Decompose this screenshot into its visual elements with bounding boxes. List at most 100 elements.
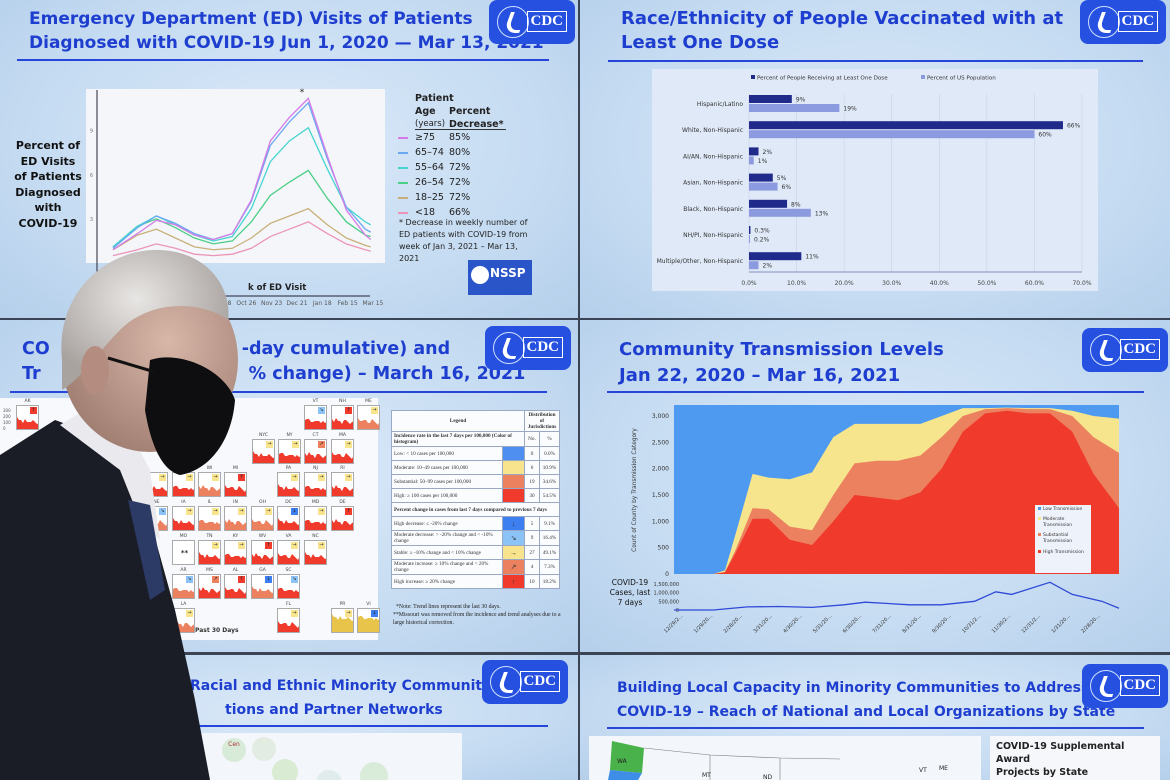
trend-arrow-icon: → [292, 441, 299, 448]
trend-area [253, 451, 274, 463]
chart-background [652, 69, 1098, 291]
state-tile: → [172, 472, 195, 497]
legend-swatch [398, 167, 408, 169]
slide-title: Racial and Ethnic Minority Communities ti… [190, 674, 505, 722]
no-data-mark: ** [180, 549, 189, 557]
state-or [608, 770, 642, 780]
cdc-logo: CDC [1082, 328, 1168, 372]
state-label: MT [702, 772, 711, 779]
hhs-eagle-icon [490, 666, 522, 698]
state-tile: ↓ [357, 608, 380, 633]
state-tile: → [278, 439, 301, 464]
y-tick-label: 2,000 [652, 466, 669, 473]
cases-y-tick-label: 0 [676, 608, 679, 614]
trend-histogram [278, 484, 299, 496]
state-tile: → [331, 472, 354, 497]
y-tick-label: 0 [665, 571, 669, 578]
trend-area [278, 518, 299, 530]
slide-title: Building Local Capacity in Minority Comm… [617, 676, 1115, 724]
state-tile: ↗ [198, 574, 221, 599]
bar-value-label: 2% [763, 263, 773, 270]
x-axis-label: k of ED Visit [248, 283, 306, 293]
x-tick-label: Dec 21 [286, 300, 307, 307]
partner-node [360, 762, 388, 780]
title-line: Emergency Department (ED) Visits of Pati… [29, 9, 473, 29]
series-line-18–25 [112, 207, 371, 251]
trend-histogram [305, 452, 326, 463]
state-label: ME [939, 765, 948, 772]
ak-axis-label: 200 [3, 414, 11, 419]
bar-value-label: 1% [758, 158, 768, 165]
slide-title: CO -day cumulative) and Tr % change) – Mar… [22, 337, 525, 387]
trend-histogram [199, 552, 220, 564]
slide-title: Race/Ethnicity of People Vaccinated with… [621, 7, 1063, 55]
y-label-line: with [34, 201, 62, 214]
trend-area [279, 453, 300, 463]
incidence-color-swatch [502, 460, 525, 475]
cases-y-tick-label: 1,000,000 [654, 591, 679, 597]
nssp-logo-text: NSSP [490, 266, 526, 280]
vaccination-race-slide: Race/Ethnicity of People Vaccinated with… [580, 0, 1170, 318]
state-tile: → [331, 608, 354, 633]
legend-swatch [1038, 507, 1041, 510]
y-label-line: Percent of [15, 139, 81, 152]
percent: 7.3% [539, 559, 560, 575]
tile-state-label: GA [259, 568, 266, 573]
tile-state-label: MD [311, 500, 320, 505]
change-label: Moderate increase: ≥ 10% change and < 20… [391, 559, 503, 575]
incidence-color-swatch [502, 446, 525, 461]
trend-arrow-icon: → [318, 542, 325, 549]
trend-histogram [305, 419, 326, 429]
legend-label: Substantial Transmission [1042, 532, 1072, 544]
y-tick-label: 2,500 [652, 439, 669, 446]
title-line: Racial and Ethnic Minority Communities [190, 678, 505, 694]
trend-histogram [173, 518, 194, 530]
title-rule [17, 59, 549, 61]
tile-state-label: NH [339, 399, 346, 404]
trend-area [358, 418, 379, 429]
cases-y-tick-label: 500,000 [658, 599, 679, 605]
trend-area [305, 452, 326, 463]
tile-state-label: WV [258, 534, 267, 539]
legend-entry: <18 66% [398, 206, 518, 220]
state-label: ND [763, 774, 773, 780]
trend-arrow-icon: → [212, 474, 219, 481]
trend-area [173, 486, 194, 496]
trend-arrow-icon: → [345, 474, 352, 481]
cdc-logo-text: CDC [519, 671, 560, 692]
trend-area [225, 485, 246, 496]
ak-axis-label: 100 [3, 420, 11, 425]
trend-histogram [199, 520, 220, 530]
trend-arrow-icon: ↓ [291, 508, 298, 515]
bar-value-label: 2% [763, 149, 773, 156]
title-line: Building Local Capacity in Minority Comm… [617, 680, 1090, 696]
y-tick-label: 1,000 [652, 518, 669, 525]
y-label-line: COVID-19 [18, 216, 78, 230]
trend-area [173, 518, 194, 530]
legend-col-age-head: Patient Age (years) [415, 92, 454, 131]
necktie [128, 500, 165, 600]
trend-histogram [332, 418, 353, 429]
state-borders [643, 747, 841, 760]
category-label: Asian, Non-Hispanic [683, 180, 743, 187]
tile-state-label: VI [366, 602, 371, 607]
tile-state-label: NJ [313, 466, 318, 471]
tile-state-label: ME [365, 399, 372, 404]
trend-histogram [332, 519, 353, 530]
trend-area [305, 520, 326, 530]
trend-histogram [278, 588, 299, 598]
tile-state-label: VA [285, 534, 292, 539]
cdc-logo-text: CDC [1119, 675, 1160, 696]
legend-label-line: Transmission [1042, 538, 1072, 544]
area-high-transmission [674, 410, 1119, 574]
legend-swatch [1038, 550, 1041, 553]
title-rule [10, 391, 547, 393]
legend-swatch [1038, 517, 1041, 520]
trend-area [199, 587, 220, 598]
y-axis-label: Count of County by Transmission Category [632, 428, 638, 552]
ak-axis-label: 0 [3, 426, 6, 431]
legend-notes: *Note: Trend lines represent the last 30… [393, 603, 563, 627]
trend-arrow-icon: ↗ [318, 441, 325, 448]
bar [749, 121, 1063, 130]
state-tile: ** [172, 540, 195, 565]
